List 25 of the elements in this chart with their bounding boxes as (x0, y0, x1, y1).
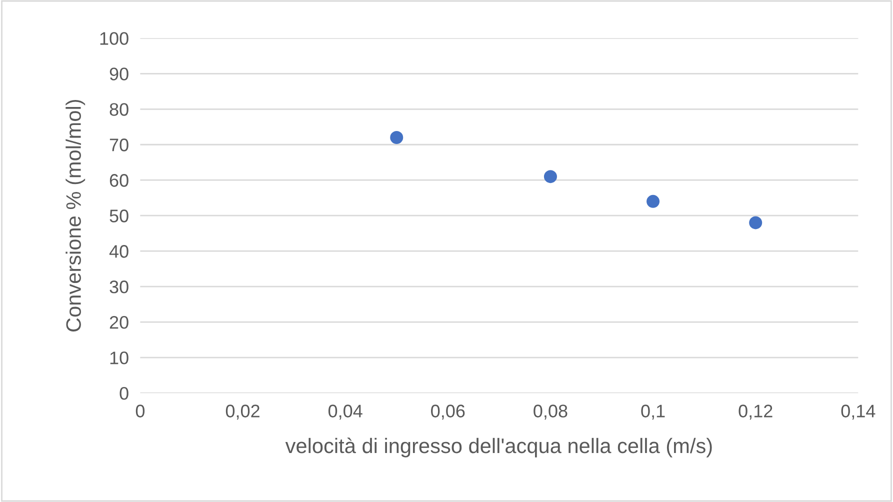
x-tick-label: 0,08 (534, 404, 568, 420)
point (646, 194, 660, 208)
y-tick-label: 20 (110, 316, 128, 329)
y-tick-label: 70 (110, 138, 128, 152)
x-tick-label: 0,14 (841, 404, 876, 420)
x-tick-label: 0,06 (431, 404, 465, 420)
y-axis-title: Conversione % (mol/mol) (66, 100, 86, 332)
y-tick-label: 10 (110, 352, 128, 364)
y-tick-label: 30 (110, 280, 128, 294)
x-tick-label: 0,04 (328, 404, 362, 420)
x-axis-title: velocità di ingresso dell'acqua nella cella (m/s) (285, 438, 712, 458)
x-tick-label: 0 (136, 404, 145, 418)
y-tick-label: 60 (110, 174, 128, 187)
x-tick-label: 0,1 (641, 404, 665, 420)
x-tick-label: 0,12 (738, 404, 772, 420)
y-tick-label: 0 (120, 387, 128, 400)
point (390, 131, 404, 144)
point (749, 216, 762, 230)
y-tick-label: 80 (110, 103, 128, 116)
y-tick-label: 40 (109, 245, 128, 258)
y-tick-label: 50 (110, 210, 128, 222)
point (544, 170, 557, 184)
y-tick-label: 100 (100, 32, 128, 45)
x-tick-label: 0,02 (226, 404, 260, 420)
y-tick-label: 90 (110, 68, 128, 80)
